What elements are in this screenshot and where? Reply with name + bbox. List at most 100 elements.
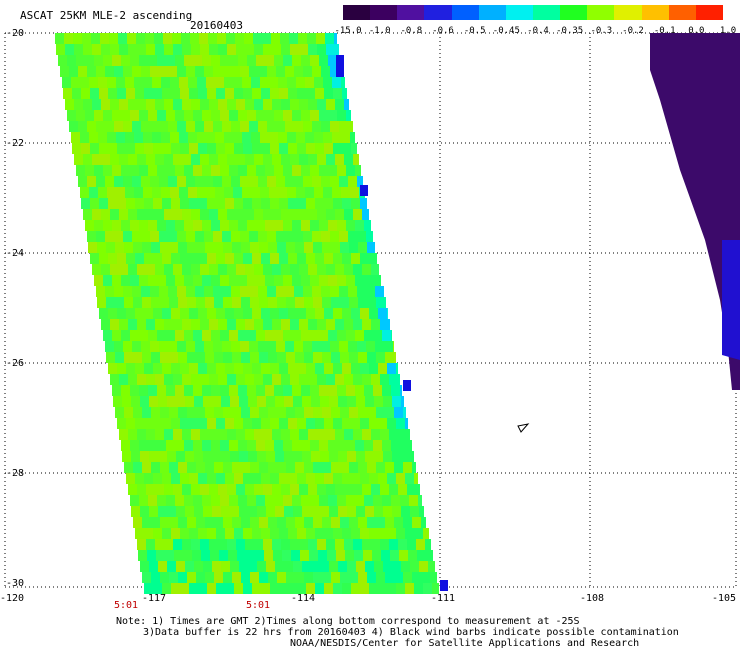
swath-cell [123,121,132,132]
swath-cell [216,418,225,429]
swath-cell [382,495,391,506]
swath-cell [209,374,218,385]
swath-cell [319,55,328,66]
swath-cell [297,143,306,154]
swath-cell [400,440,409,451]
swath-cell [270,418,279,429]
swath-cell [304,462,313,473]
swath-cell [303,231,312,242]
swath-cell [299,99,308,110]
swath-cell [351,528,360,539]
swath-cell [344,374,353,385]
swath-cell [157,55,166,66]
swath-cell [200,264,209,275]
swath-cell [211,385,220,396]
swath-cell [195,66,204,77]
swath-cell [152,187,161,198]
swath-cell [237,550,246,561]
swath-cell [232,297,241,308]
swath-cell [124,407,133,418]
swath-cell [238,220,247,231]
swath-cell [103,330,112,341]
swath-cell [278,132,287,143]
swath-cell [315,308,324,319]
swath-cell [286,297,295,308]
swath-cell [315,583,324,594]
swath-cell [134,77,143,88]
swath-cell [89,77,98,88]
swath-cell [317,374,326,385]
swath-cell [197,77,206,88]
swath-cell [367,462,376,473]
swath-cell [202,495,211,506]
swath-cell [254,539,263,550]
swath-cell [258,176,267,187]
swath-cell [288,583,297,594]
swath-cell [333,473,342,484]
swath-cell [275,506,284,517]
swath-cell [166,330,175,341]
swath-cell [195,121,204,132]
swath-cell [281,484,290,495]
swath-cell [403,517,412,528]
swath-cell [310,330,319,341]
swath-cell [162,473,171,484]
swath-cell [245,44,254,55]
swath-cell [256,495,265,506]
swath-cell [181,33,190,44]
swath-cell [373,275,381,286]
swath-cell [357,176,363,187]
swath-cell [390,550,399,561]
swath-cell [292,330,301,341]
swath-cell [132,121,141,132]
swath-cell [161,77,170,88]
swath-cell [234,198,243,209]
swath-cell [225,308,234,319]
swath-cell [301,110,310,121]
swath-cell [421,517,426,528]
swath-cell [128,99,137,110]
swath-cell [295,407,304,418]
swath-cell [261,143,270,154]
swath-cell [164,484,173,495]
swath-cell [261,88,270,99]
swath-cell [330,231,339,242]
swath-cell [205,407,214,418]
swath-cell [268,242,277,253]
swath-cell [230,396,239,407]
swath-cell [279,583,288,594]
swath-cell [265,110,274,121]
swath-cell [155,209,164,220]
swath-cell [306,528,315,539]
swath-cell [135,88,144,99]
swath-data [55,33,448,594]
swath-cell [223,462,232,473]
swath-cell [306,143,315,154]
swath-cell [250,407,259,418]
swath-cell [366,286,375,297]
swath-cell [121,220,130,231]
swath-cell [258,66,267,77]
swath-cell [184,220,193,231]
swath-cell [297,363,306,374]
swath-cell [272,99,281,110]
swath-cell [272,429,281,440]
swath-cell [83,154,92,165]
swath-cell [133,297,142,308]
swath-cell [223,572,232,583]
swath-cell [261,253,270,264]
swath-cell [251,187,260,198]
swath-cell [132,286,141,297]
swath-cell [200,539,209,550]
swath-cell [139,385,148,396]
swath-cell [218,374,227,385]
swath-cell [128,209,137,220]
swath-cell [173,154,182,165]
swath-cell [114,176,123,187]
swath-cell [205,572,214,583]
swath-cell [187,352,196,363]
colorbar-swatch [560,5,588,20]
swath-cell [191,44,200,55]
swath-cell [96,176,105,187]
swath-cell [220,220,229,231]
